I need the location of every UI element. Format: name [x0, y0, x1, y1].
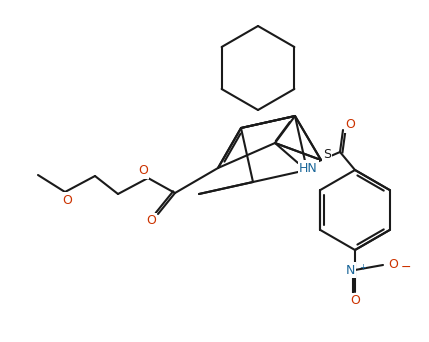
Text: O: O — [388, 259, 398, 272]
Text: +: + — [359, 263, 366, 272]
Text: O: O — [350, 294, 360, 307]
Text: −: − — [401, 261, 411, 274]
Text: HN: HN — [299, 161, 318, 174]
Text: S: S — [323, 148, 331, 161]
Text: O: O — [345, 118, 355, 132]
Text: O: O — [62, 194, 72, 207]
Text: O: O — [146, 214, 156, 227]
Text: O: O — [138, 165, 148, 177]
Text: N: N — [345, 263, 355, 276]
